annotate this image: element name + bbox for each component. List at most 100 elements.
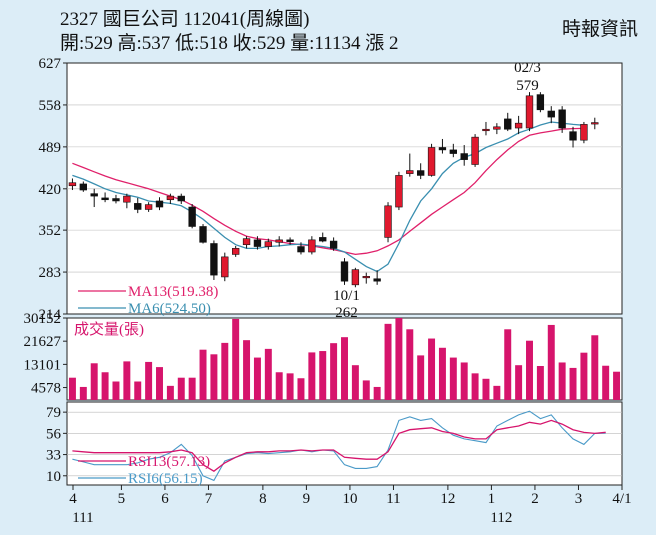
volume-bar	[406, 329, 414, 400]
price-tick-label: 558	[39, 98, 62, 114]
volume-bar	[569, 367, 577, 400]
x-tick-label: 3	[575, 491, 583, 507]
volume-bar	[156, 367, 163, 400]
candle	[221, 256, 229, 278]
candle	[569, 131, 577, 141]
volume-bar	[286, 373, 294, 400]
volume-bar	[362, 380, 370, 400]
x-tick-label: 6	[161, 491, 169, 507]
volume-bar	[438, 347, 446, 400]
candle	[123, 195, 131, 203]
volume-bar	[482, 378, 490, 400]
price-tick-label: 352	[39, 223, 62, 239]
candle	[547, 110, 555, 118]
volume-tick-label: 13101	[24, 357, 62, 373]
candle	[591, 122, 599, 125]
volume-bar	[558, 362, 566, 400]
price-tick-label: 420	[39, 182, 62, 198]
volume-bar	[580, 352, 588, 400]
volume-bar	[112, 381, 120, 400]
volume-bar	[395, 318, 403, 400]
volume-bar	[526, 340, 533, 400]
candle	[373, 278, 381, 282]
candle	[525, 95, 534, 129]
volume-bar	[351, 365, 359, 400]
rsi13-legend-label: RSI13(57.13)	[128, 454, 210, 470]
volume-bar	[297, 378, 305, 400]
source-label: 時報資訊	[561, 19, 638, 40]
candle	[134, 203, 142, 210]
ma13-legend-label: MA13(519.38)	[128, 284, 218, 300]
volume-bar	[253, 357, 261, 400]
volume-bar	[275, 372, 283, 400]
x-year-label: 112	[490, 510, 512, 526]
volume-bar	[199, 349, 207, 400]
volume-bar	[417, 355, 425, 400]
volume-tick-label: 21627	[24, 334, 62, 350]
volume-bar	[449, 357, 457, 400]
rsi-tick-label: 56	[46, 426, 62, 442]
ma6-legend-label: MA6(524.50)	[128, 301, 211, 317]
quote-line: 開:529 高:537 低:518 收:529 量:11134 漲 2	[60, 33, 399, 54]
price-tick-label: 627	[39, 56, 62, 72]
candle	[438, 147, 447, 151]
candle	[504, 118, 512, 130]
volume-bar	[101, 372, 109, 400]
candle	[558, 109, 566, 129]
volume-bar	[373, 386, 381, 400]
rsi-tick-label: 33	[46, 448, 61, 464]
price-tick-label: 214	[39, 307, 62, 323]
candle	[144, 204, 153, 210]
volume-bar	[232, 318, 240, 400]
candle	[514, 122, 523, 129]
x-tick-label: 2	[531, 491, 539, 507]
volume-bar	[591, 335, 599, 400]
x-tick-label: 8	[259, 491, 267, 507]
x-tick-label: 4	[69, 491, 77, 507]
candle	[471, 136, 479, 165]
x-tick-label: 7	[205, 491, 213, 507]
candle	[68, 182, 77, 187]
x-tick-label: 9	[303, 491, 311, 507]
volume-bar	[341, 337, 348, 400]
candle	[580, 124, 588, 141]
candle	[427, 147, 436, 176]
candle	[264, 241, 272, 247]
volume-bar	[188, 377, 196, 400]
candle	[275, 239, 283, 243]
candle	[188, 206, 196, 227]
volume-bar	[428, 338, 436, 400]
price-tick-label: 283	[39, 265, 62, 281]
candle	[351, 269, 360, 286]
x-year-label: 111	[72, 510, 93, 526]
volume-bar	[134, 381, 142, 400]
chart-title: 2327 國巨公司 112041(周線圖)	[60, 9, 310, 30]
candle	[112, 198, 120, 202]
volume-tick-label: 30152	[24, 311, 62, 327]
candle	[362, 276, 370, 279]
volume-bar	[145, 361, 153, 400]
x-tick-label: 5	[118, 491, 126, 507]
candle	[232, 248, 240, 255]
annotation-low-value: 262	[335, 305, 358, 321]
annotation-low-date: 10/1	[333, 288, 360, 304]
candle	[482, 128, 490, 132]
candle	[319, 237, 327, 242]
volume-bar	[79, 386, 87, 400]
volume-bar	[384, 323, 392, 400]
rsi-tick-label: 10	[46, 469, 61, 485]
candle	[406, 170, 414, 174]
candle	[536, 94, 545, 111]
volume-bar	[308, 352, 316, 400]
candle	[210, 243, 218, 276]
candle	[79, 183, 87, 191]
candle	[449, 149, 457, 154]
volume-bar	[319, 351, 327, 400]
volume-bar	[504, 329, 512, 400]
candle	[253, 239, 262, 247]
candle	[460, 153, 468, 160]
ma13-line	[72, 127, 584, 256]
volume-bar	[68, 377, 76, 400]
candle	[384, 205, 392, 238]
